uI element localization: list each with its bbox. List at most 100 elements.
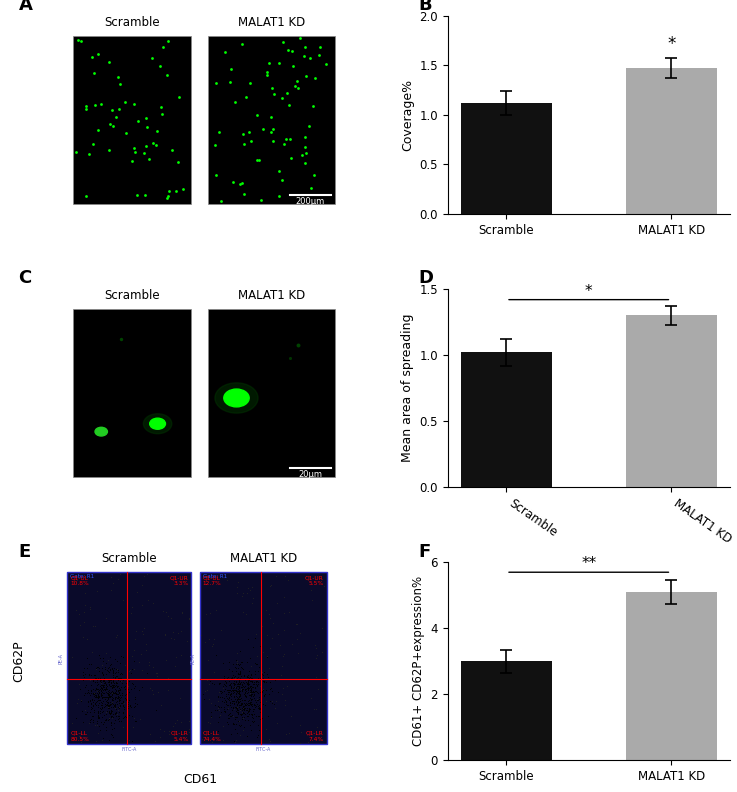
Point bbox=[93, 690, 105, 703]
Point bbox=[111, 707, 123, 720]
Point bbox=[105, 676, 117, 688]
Point bbox=[238, 680, 250, 693]
Point bbox=[107, 680, 119, 692]
Point bbox=[225, 687, 237, 699]
Point bbox=[217, 734, 229, 747]
Point bbox=[116, 697, 128, 710]
Point bbox=[109, 697, 121, 710]
Point bbox=[242, 671, 254, 683]
Point bbox=[88, 695, 99, 708]
Point bbox=[229, 692, 241, 705]
Point bbox=[245, 689, 256, 702]
Point bbox=[111, 703, 122, 715]
Point bbox=[250, 674, 262, 687]
Point bbox=[99, 679, 111, 691]
Point bbox=[94, 706, 105, 719]
Point bbox=[74, 683, 85, 695]
Point bbox=[129, 680, 141, 692]
Point bbox=[95, 689, 107, 702]
Point bbox=[224, 683, 236, 696]
Point bbox=[223, 694, 234, 706]
Point bbox=[94, 710, 105, 723]
Point bbox=[225, 680, 237, 693]
Point bbox=[106, 687, 118, 700]
Point bbox=[88, 705, 100, 718]
Point bbox=[117, 594, 129, 607]
Point bbox=[103, 675, 115, 687]
Point bbox=[147, 687, 159, 700]
Point bbox=[99, 677, 111, 690]
Point bbox=[122, 680, 133, 692]
Point bbox=[237, 700, 249, 713]
Point bbox=[93, 684, 105, 697]
Point bbox=[94, 724, 106, 737]
Point bbox=[96, 681, 108, 694]
Point bbox=[215, 623, 227, 636]
Point bbox=[109, 692, 121, 705]
Point bbox=[141, 567, 153, 580]
Point bbox=[82, 683, 94, 696]
Point bbox=[113, 672, 125, 684]
Point bbox=[228, 680, 240, 693]
Point bbox=[241, 729, 253, 742]
Point bbox=[100, 691, 112, 703]
Point bbox=[212, 690, 224, 703]
Point bbox=[200, 683, 212, 696]
Point bbox=[226, 696, 238, 709]
Point bbox=[245, 660, 256, 672]
Point bbox=[71, 692, 83, 705]
Point bbox=[80, 103, 92, 116]
Point bbox=[233, 673, 245, 686]
Point bbox=[144, 682, 156, 695]
Point bbox=[232, 667, 244, 680]
Point bbox=[223, 683, 235, 696]
Point bbox=[66, 650, 77, 663]
Point bbox=[247, 690, 259, 703]
Point bbox=[198, 693, 210, 706]
Point bbox=[74, 694, 86, 706]
Text: Q1-LL
74.4%: Q1-LL 74.4% bbox=[203, 731, 222, 741]
Point bbox=[99, 675, 111, 687]
Point bbox=[91, 687, 102, 699]
Point bbox=[113, 700, 125, 713]
Point bbox=[257, 668, 269, 681]
Point bbox=[103, 690, 115, 703]
Point bbox=[266, 632, 278, 645]
Point bbox=[244, 687, 256, 699]
Point bbox=[245, 692, 257, 705]
Point bbox=[228, 718, 240, 730]
Point bbox=[170, 660, 181, 672]
Point bbox=[282, 44, 293, 56]
Point bbox=[204, 717, 216, 729]
Point bbox=[248, 691, 260, 704]
Point bbox=[170, 717, 181, 729]
Point bbox=[244, 718, 256, 731]
Point bbox=[74, 619, 86, 631]
Point bbox=[102, 714, 113, 726]
Point bbox=[83, 668, 95, 680]
Point bbox=[114, 700, 126, 713]
Point bbox=[109, 683, 121, 695]
Point bbox=[120, 127, 132, 139]
Point bbox=[102, 691, 114, 704]
Point bbox=[227, 681, 239, 694]
Point bbox=[212, 699, 224, 712]
Point bbox=[238, 188, 250, 200]
Point bbox=[130, 673, 142, 686]
Point bbox=[152, 670, 164, 683]
Point bbox=[108, 679, 119, 691]
Point bbox=[233, 675, 245, 687]
Point bbox=[219, 706, 231, 718]
Point bbox=[237, 700, 249, 713]
Point bbox=[237, 702, 248, 714]
Point bbox=[227, 682, 239, 695]
Point bbox=[245, 680, 256, 693]
Point bbox=[108, 577, 119, 589]
Point bbox=[209, 139, 221, 151]
Point bbox=[236, 672, 248, 685]
Point bbox=[218, 703, 230, 715]
Point bbox=[251, 676, 262, 688]
Point bbox=[98, 672, 110, 684]
Point bbox=[234, 688, 245, 701]
Point bbox=[220, 695, 232, 707]
